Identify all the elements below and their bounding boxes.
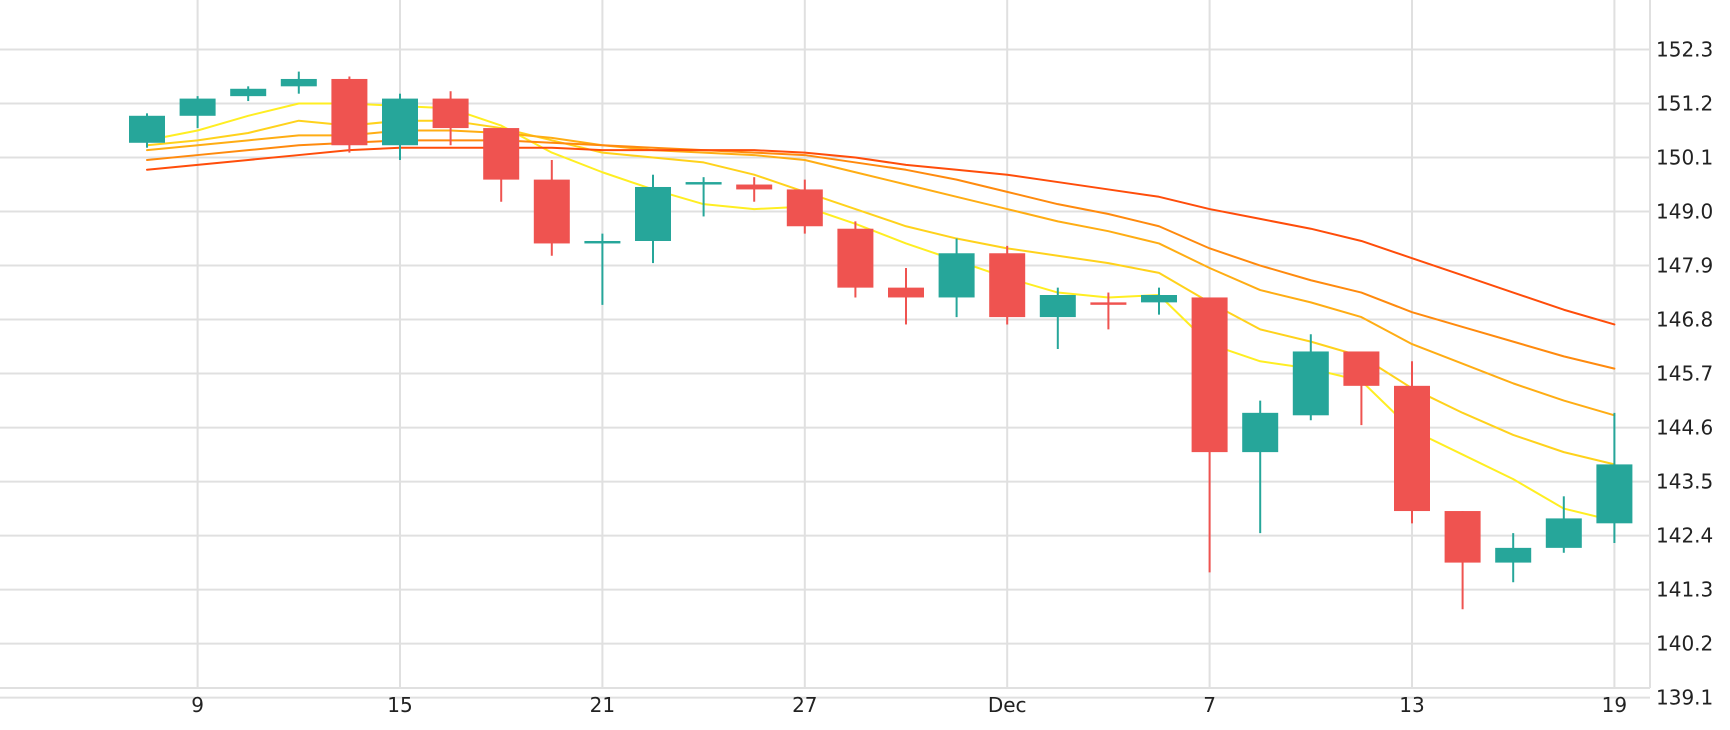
candle: [786, 179, 823, 234]
y-tick-label: 142.4: [1656, 524, 1713, 548]
candle-body: [1292, 351, 1329, 416]
candle-body: [736, 184, 773, 190]
x-tick-label: 27: [792, 693, 817, 717]
candle-body: [1343, 351, 1380, 386]
candle: [1596, 412, 1633, 543]
candle: [1444, 511, 1481, 610]
candle-body: [1545, 518, 1582, 548]
candle-body: [888, 287, 924, 298]
candle: [1141, 287, 1177, 315]
y-tick-label: 141.3: [1656, 578, 1713, 602]
candle: [179, 96, 216, 129]
y-tick-label: 147.9: [1656, 254, 1713, 278]
y-tick-label: 152.3: [1656, 38, 1713, 62]
candle-body: [331, 78, 368, 146]
candle: [888, 267, 924, 325]
candle: [533, 159, 570, 256]
candle: [331, 76, 368, 153]
candle-body: [685, 182, 722, 185]
candle-body: [533, 179, 570, 244]
axes: [0, 0, 1651, 689]
candle: [1343, 351, 1380, 426]
candle: [635, 174, 671, 264]
candle-body: [1039, 295, 1076, 318]
candle: [1090, 292, 1127, 330]
candle: [280, 71, 317, 94]
x-axis-tick-labels: 9 15 21 27 Dec 7 13 19: [191, 693, 1627, 717]
y-tick-label: 143.5: [1656, 470, 1713, 494]
candle-body: [1444, 511, 1481, 563]
candle-body: [837, 228, 874, 288]
candle-body: [1394, 385, 1430, 512]
candle-body: [179, 98, 216, 116]
candle-body: [1596, 464, 1633, 524]
y-tick-label: 149.0: [1656, 200, 1713, 224]
y-tick-label: 146.8: [1656, 308, 1713, 332]
candle: [685, 177, 722, 217]
y-tick-label: 144.6: [1656, 416, 1713, 440]
candle-body: [382, 98, 418, 146]
candle-body: [786, 189, 823, 227]
moving-average-line-5: [146, 146, 1616, 326]
candle: [1495, 533, 1532, 583]
candle: [837, 221, 874, 298]
candle: [1292, 334, 1329, 421]
candle: [1191, 297, 1228, 573]
candle-body: [1242, 412, 1279, 453]
candle-body: [938, 253, 975, 298]
candle: [1394, 361, 1430, 524]
candle: [989, 245, 1026, 325]
x-tick-label: 9: [191, 693, 204, 717]
candle-body: [230, 88, 267, 97]
y-tick-label: 151.2: [1656, 92, 1713, 116]
candle-body: [989, 253, 1026, 318]
y-tick-label: 150.1: [1656, 146, 1713, 170]
grid-lines: [0, 0, 1650, 699]
y-tick-label: 140.2: [1656, 632, 1713, 656]
candle-body: [129, 115, 165, 143]
x-tick-label: 19: [1602, 693, 1627, 717]
candle: [1039, 287, 1076, 350]
y-axis-tick-labels: 139.1 140.2 141.3 142.4 143.5 144.6 145.7 146.8…: [1656, 38, 1713, 710]
candle-body: [1090, 302, 1127, 305]
candle-body: [1141, 295, 1177, 303]
candle: [736, 177, 773, 202]
candle-body: [584, 240, 621, 244]
candle-body: [1191, 297, 1228, 453]
x-tick-label: Dec: [988, 693, 1027, 717]
x-tick-label: 21: [590, 693, 615, 717]
candle: [129, 113, 165, 148]
candles: [129, 71, 1633, 610]
x-tick-label: 15: [387, 693, 412, 717]
candle-body: [432, 98, 469, 129]
x-tick-label: 7: [1203, 693, 1216, 717]
y-tick-label: 145.7: [1656, 362, 1713, 386]
candle: [1242, 400, 1279, 534]
candle: [432, 91, 469, 146]
candle-body: [280, 78, 317, 87]
candle: [1545, 496, 1582, 553]
y-tick-label: 139.1: [1656, 686, 1713, 710]
candle: [483, 128, 520, 202]
candle-body: [1495, 547, 1532, 563]
candle: [382, 93, 418, 160]
candle: [584, 233, 621, 305]
candle-body: [483, 128, 520, 180]
candle: [230, 86, 267, 102]
x-tick-label: 13: [1399, 693, 1424, 717]
candle: [938, 238, 975, 318]
candle-body: [635, 186, 671, 241]
